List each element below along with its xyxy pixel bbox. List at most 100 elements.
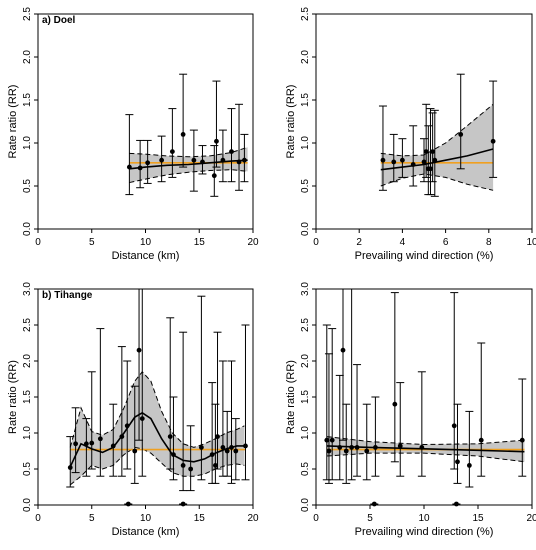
y-axis-title: Rate ratio (RR) [285, 85, 297, 159]
band-upper-line [326, 436, 525, 446]
data-point [329, 437, 335, 443]
band-upper-line [380, 103, 494, 157]
data-point [326, 448, 332, 454]
x-tick-label: 10 [526, 237, 536, 248]
y-tick-label: 1.0 [300, 136, 311, 150]
x-tick-label: 10 [418, 513, 430, 524]
x-tick-label: 8 [486, 237, 492, 248]
y-tick-label: 3.0 [300, 282, 311, 296]
y-tick-label: 0.0 [22, 498, 33, 512]
data-point [380, 157, 386, 163]
plot-frame [315, 288, 533, 506]
data-point [229, 149, 234, 155]
fit-line [326, 445, 525, 453]
panel-1: 0.0 0.5 1.0 1.5 2.0 2.5 0 5 10 15 20 Distance (km) R… [7, 7, 259, 262]
x-tick-label: 20 [526, 513, 536, 524]
y-tick-label: 1.0 [22, 426, 33, 440]
x-tick-label: 6 [443, 237, 449, 248]
data-point [428, 166, 433, 172]
data-point [73, 441, 79, 447]
y-tick-label: 2.0 [300, 50, 311, 64]
data-point [220, 445, 226, 450]
x-tick-label: 15 [472, 513, 484, 524]
data-point [478, 437, 484, 443]
data-point [451, 423, 457, 429]
y-axis-title: Rate ratio (RR) [285, 360, 297, 434]
fit-line [380, 148, 494, 171]
x-tick-label: 5 [367, 513, 373, 524]
y-tick-label: 2.0 [300, 354, 311, 368]
x-tick-label: 15 [194, 513, 206, 524]
data-point [180, 463, 186, 468]
data-point [519, 437, 525, 443]
x-tick-label: 15 [194, 237, 206, 248]
data-point [214, 138, 219, 144]
y-tick-label: 2.5 [22, 318, 33, 332]
plot-content [378, 73, 498, 197]
y-tick-label: 0.5 [22, 179, 33, 193]
data-point [423, 149, 429, 155]
y-axis-title: Rate ratio (RR) [7, 85, 19, 159]
panel-3: 0.0 0.5 1.0 1.5 2.0 2.5 3.0 0 5 10 15 20 Distance (k… [7, 282, 259, 538]
x-tick-label: 4 [400, 237, 406, 248]
data-point [343, 448, 349, 454]
data-point [97, 436, 103, 442]
data-point [215, 434, 220, 439]
band-lower-line [129, 169, 248, 184]
data-point [455, 459, 460, 465]
data-point [324, 437, 330, 443]
data-point [67, 465, 73, 470]
y-tick-label: 0.0 [300, 498, 311, 512]
y-tick-label: 0.5 [22, 462, 33, 476]
plot-content [322, 288, 527, 488]
confidence-band [380, 104, 494, 191]
x-tick-label: 5 [89, 513, 95, 524]
data-point [391, 159, 397, 165]
x-tick-label: 20 [247, 237, 259, 248]
data-point [392, 401, 398, 407]
data-point [145, 160, 151, 166]
data-point [224, 448, 230, 454]
x-axis-title: Prevailing wind direction (%) [355, 526, 494, 538]
data-point [490, 138, 496, 144]
y-tick-label: 2.0 [22, 354, 33, 368]
data-point [199, 445, 204, 450]
x-tick-label: 2 [356, 237, 362, 248]
data-point [159, 157, 165, 163]
x-tick-label: 0 [35, 237, 41, 248]
y-tick-label: 1.0 [22, 136, 33, 150]
x-axis-title: Prevailing wind direction (%) [355, 250, 494, 262]
data-point [167, 434, 173, 439]
y-axis-title: Rate ratio (RR) [7, 360, 19, 434]
y-tick-label: 0.0 [300, 222, 311, 236]
band-lower-line [380, 173, 494, 191]
y-tick-label: 1.5 [300, 390, 311, 404]
x-tick-label: 10 [140, 513, 152, 524]
plot-frame [37, 13, 254, 230]
data-point [136, 347, 142, 353]
x-tick-label: 10 [140, 237, 152, 248]
fit-line [69, 411, 245, 468]
data-point [169, 149, 175, 155]
data-point [421, 159, 427, 165]
data-point [243, 443, 248, 449]
y-tick-label: 2.5 [300, 7, 311, 21]
x-tick-label: 5 [89, 237, 95, 248]
data-point [397, 443, 403, 449]
y-tick-label: 2.5 [22, 7, 33, 21]
data-point [400, 157, 405, 163]
y-tick-label: 1.0 [300, 426, 311, 440]
y-tick-label: 1.5 [22, 93, 33, 107]
data-point [458, 132, 464, 137]
y-tick-label: 0.0 [22, 222, 33, 236]
y-tick-label: 2.5 [300, 318, 311, 332]
data-point [180, 132, 186, 137]
band-lower-line [326, 452, 525, 463]
y-tick-label: 1.5 [22, 390, 33, 404]
panel-4: 0.0 0.5 1.0 1.5 2.0 2.5 3.0 0 5 10 15 20 Prevailing … [285, 282, 536, 538]
plot-content [125, 73, 249, 197]
data-point [430, 149, 436, 155]
confidence-band [70, 371, 245, 485]
x-tick-label: 20 [247, 513, 259, 524]
